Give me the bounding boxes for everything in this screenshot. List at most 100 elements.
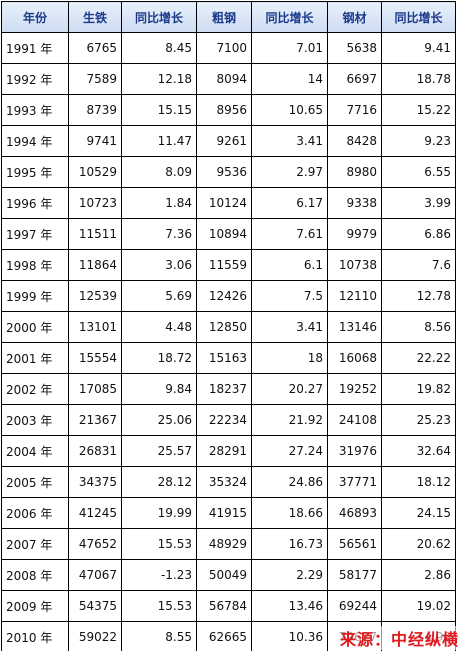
year-cell: 2006 年 xyxy=(1,497,69,529)
value-cell: 34375 xyxy=(68,466,122,498)
value-cell: 62665 xyxy=(196,621,252,651)
value-cell: 6697 xyxy=(327,63,382,95)
value-cell: 6.55 xyxy=(381,156,456,188)
value-cell: 22234 xyxy=(196,404,252,436)
value-cell: 21.92 xyxy=(251,404,328,436)
value-cell: 24108 xyxy=(327,404,382,436)
year-cell: 2007 年 xyxy=(1,528,69,560)
header-row: 年份 生铁 同比增长 粗钢 同比增长 钢材 同比增长 xyxy=(1,1,456,33)
value-cell: 5.69 xyxy=(121,280,197,312)
table-row: 2005 年 34375 28.12 35324 24.86 37771 18.12 xyxy=(1,466,456,498)
value-cell: 69244 xyxy=(327,590,382,622)
year-cell: 1996 年 xyxy=(1,187,69,219)
value-cell: 9.23 xyxy=(381,125,456,157)
value-cell: 7.6 xyxy=(381,249,456,281)
value-cell: 16.73 xyxy=(251,528,328,560)
value-cell: 27.24 xyxy=(251,435,328,467)
value-cell: 24.86 xyxy=(251,466,328,498)
header-cell: 同比增长 xyxy=(381,1,456,33)
value-cell: 20.62 xyxy=(381,528,456,560)
value-cell: 58177 xyxy=(327,559,382,591)
value-cell: 11559 xyxy=(196,249,252,281)
value-cell: 6.1 xyxy=(251,249,328,281)
value-cell: 12539 xyxy=(68,280,122,312)
value-cell: 15.22 xyxy=(381,94,456,126)
value-cell: 28291 xyxy=(196,435,252,467)
year-cell: 2009 年 xyxy=(1,590,69,622)
table-row: 2006 年 41245 19.99 41915 18.66 46893 24.15 xyxy=(1,497,456,529)
table-row: 2000 年 13101 4.48 12850 3.41 13146 8.56 xyxy=(1,311,456,343)
value-cell: 26831 xyxy=(68,435,122,467)
value-cell: 28.12 xyxy=(121,466,197,498)
value-cell: 6765 xyxy=(68,32,122,64)
value-cell: 12110 xyxy=(327,280,382,312)
table-row: 1991 年 6765 8.45 7100 7.01 5638 9.41 xyxy=(1,32,456,64)
value-cell: 31976 xyxy=(327,435,382,467)
value-cell: 10529 xyxy=(68,156,122,188)
value-cell: 7716 xyxy=(327,94,382,126)
value-cell: 7100 xyxy=(196,32,252,64)
value-cell: 13101 xyxy=(68,311,122,343)
value-cell: 7.01 xyxy=(251,32,328,64)
value-cell: 19.02 xyxy=(381,590,456,622)
value-cell: 8980 xyxy=(327,156,382,188)
value-cell: 13146 xyxy=(327,311,382,343)
value-cell: 24.15 xyxy=(381,497,456,529)
year-cell: 2001 年 xyxy=(1,342,69,374)
value-cell: 59022 xyxy=(68,621,122,651)
table-row: 1993 年 8739 15.15 8956 10.65 7716 15.22 xyxy=(1,94,456,126)
value-cell: 7.36 xyxy=(121,218,197,250)
table-row: 1999 年 12539 5.69 12426 7.5 12110 12.78 xyxy=(1,280,456,312)
value-cell: 41245 xyxy=(68,497,122,529)
header-cell: 年份 xyxy=(1,1,69,33)
value-cell: 47652 xyxy=(68,528,122,560)
year-cell: 1995 年 xyxy=(1,156,69,188)
value-cell: 9.41 xyxy=(381,32,456,64)
value-cell: 9338 xyxy=(327,187,382,219)
value-cell: 15.15 xyxy=(121,94,197,126)
year-cell: 2004 年 xyxy=(1,435,69,467)
value-cell: 19.99 xyxy=(121,497,197,529)
year-cell: 1994 年 xyxy=(1,125,69,157)
header-cell: 同比增长 xyxy=(251,1,328,33)
value-cell: 15.53 xyxy=(121,528,197,560)
value-cell: 2.97 xyxy=(251,156,328,188)
value-cell: 3.06 xyxy=(121,249,197,281)
value-cell: 10.65 xyxy=(251,94,328,126)
header-cell: 生铁 xyxy=(68,1,122,33)
value-cell: 10723 xyxy=(68,187,122,219)
table-row: 1994 年 9741 11.47 9261 3.41 8428 9.23 xyxy=(1,125,456,157)
value-cell: 2.86 xyxy=(381,559,456,591)
value-cell: 2.29 xyxy=(251,559,328,591)
value-cell: 18.66 xyxy=(251,497,328,529)
value-cell: 1.84 xyxy=(121,187,197,219)
value-cell: 11.47 xyxy=(121,125,197,157)
value-cell: 6.86 xyxy=(381,218,456,250)
value-cell: 10.36 xyxy=(251,621,328,651)
table-row: 2001 年 15554 18.72 15163 18 16068 22.22 xyxy=(1,342,456,374)
value-cell: 32.64 xyxy=(381,435,456,467)
value-cell: 46893 xyxy=(327,497,382,529)
value-cell: 8094 xyxy=(196,63,252,95)
table-row: 2009 年 54375 15.53 56784 13.46 69244 19.02 xyxy=(1,590,456,622)
value-cell: 13.46 xyxy=(251,590,328,622)
year-cell: 2000 年 xyxy=(1,311,69,343)
value-cell: 56561 xyxy=(327,528,382,560)
value-cell: 7.5 xyxy=(251,280,328,312)
value-cell: 10124 xyxy=(196,187,252,219)
value-cell: 37771 xyxy=(327,466,382,498)
year-cell: 2010 年 xyxy=(1,621,69,651)
header-cell: 粗钢 xyxy=(196,1,252,33)
value-cell: 12850 xyxy=(196,311,252,343)
year-cell: 1991 年 xyxy=(1,32,69,64)
header-cell: 同比增长 xyxy=(121,1,197,33)
value-cell: 18 xyxy=(251,342,328,374)
value-cell: 25.57 xyxy=(121,435,197,467)
watermark: 来源：中经纵横 xyxy=(340,626,460,650)
value-cell: 25.23 xyxy=(381,404,456,436)
value-cell: 12.78 xyxy=(381,280,456,312)
value-cell: 54375 xyxy=(68,590,122,622)
value-cell: 50049 xyxy=(196,559,252,591)
value-cell: 9261 xyxy=(196,125,252,157)
